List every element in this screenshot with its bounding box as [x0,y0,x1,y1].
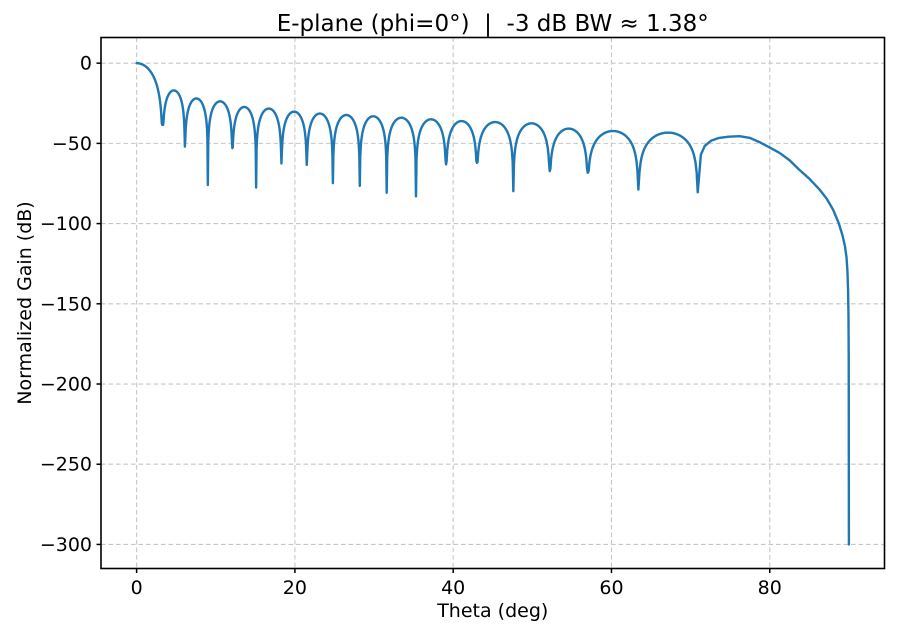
x-tick-label: 40 [441,577,465,599]
chart-title: E-plane (phi=0°) | -3 dB BW ≈ 1.38° [277,11,709,37]
gain-curve [135,61,851,546]
y-tick-label: −300 [40,534,92,556]
plot-border [100,36,886,570]
axis-ticks [96,62,771,573]
y-tick-label: −200 [40,374,92,396]
y-axis-label: Normalized Gain (dB) [14,201,36,404]
y-tick-labels: 0 −50 −100 −150 −200 −250 −300 [40,53,92,556]
x-tick-label: 80 [758,577,782,599]
y-tick-label: 0 [80,53,92,75]
x-tick-label: 0 [131,577,143,599]
y-tick-label: −50 [52,133,92,155]
x-axis-label: Theta (deg) [436,600,548,622]
x-tick-label: 60 [599,577,623,599]
y-tick-label: −250 [40,454,92,476]
y-tick-label: −100 [40,213,92,235]
y-tick-label: −150 [40,293,92,315]
gridlines [101,37,885,569]
x-tick-label: 20 [283,577,307,599]
x-tick-labels: 0 20 40 60 80 [131,577,782,599]
